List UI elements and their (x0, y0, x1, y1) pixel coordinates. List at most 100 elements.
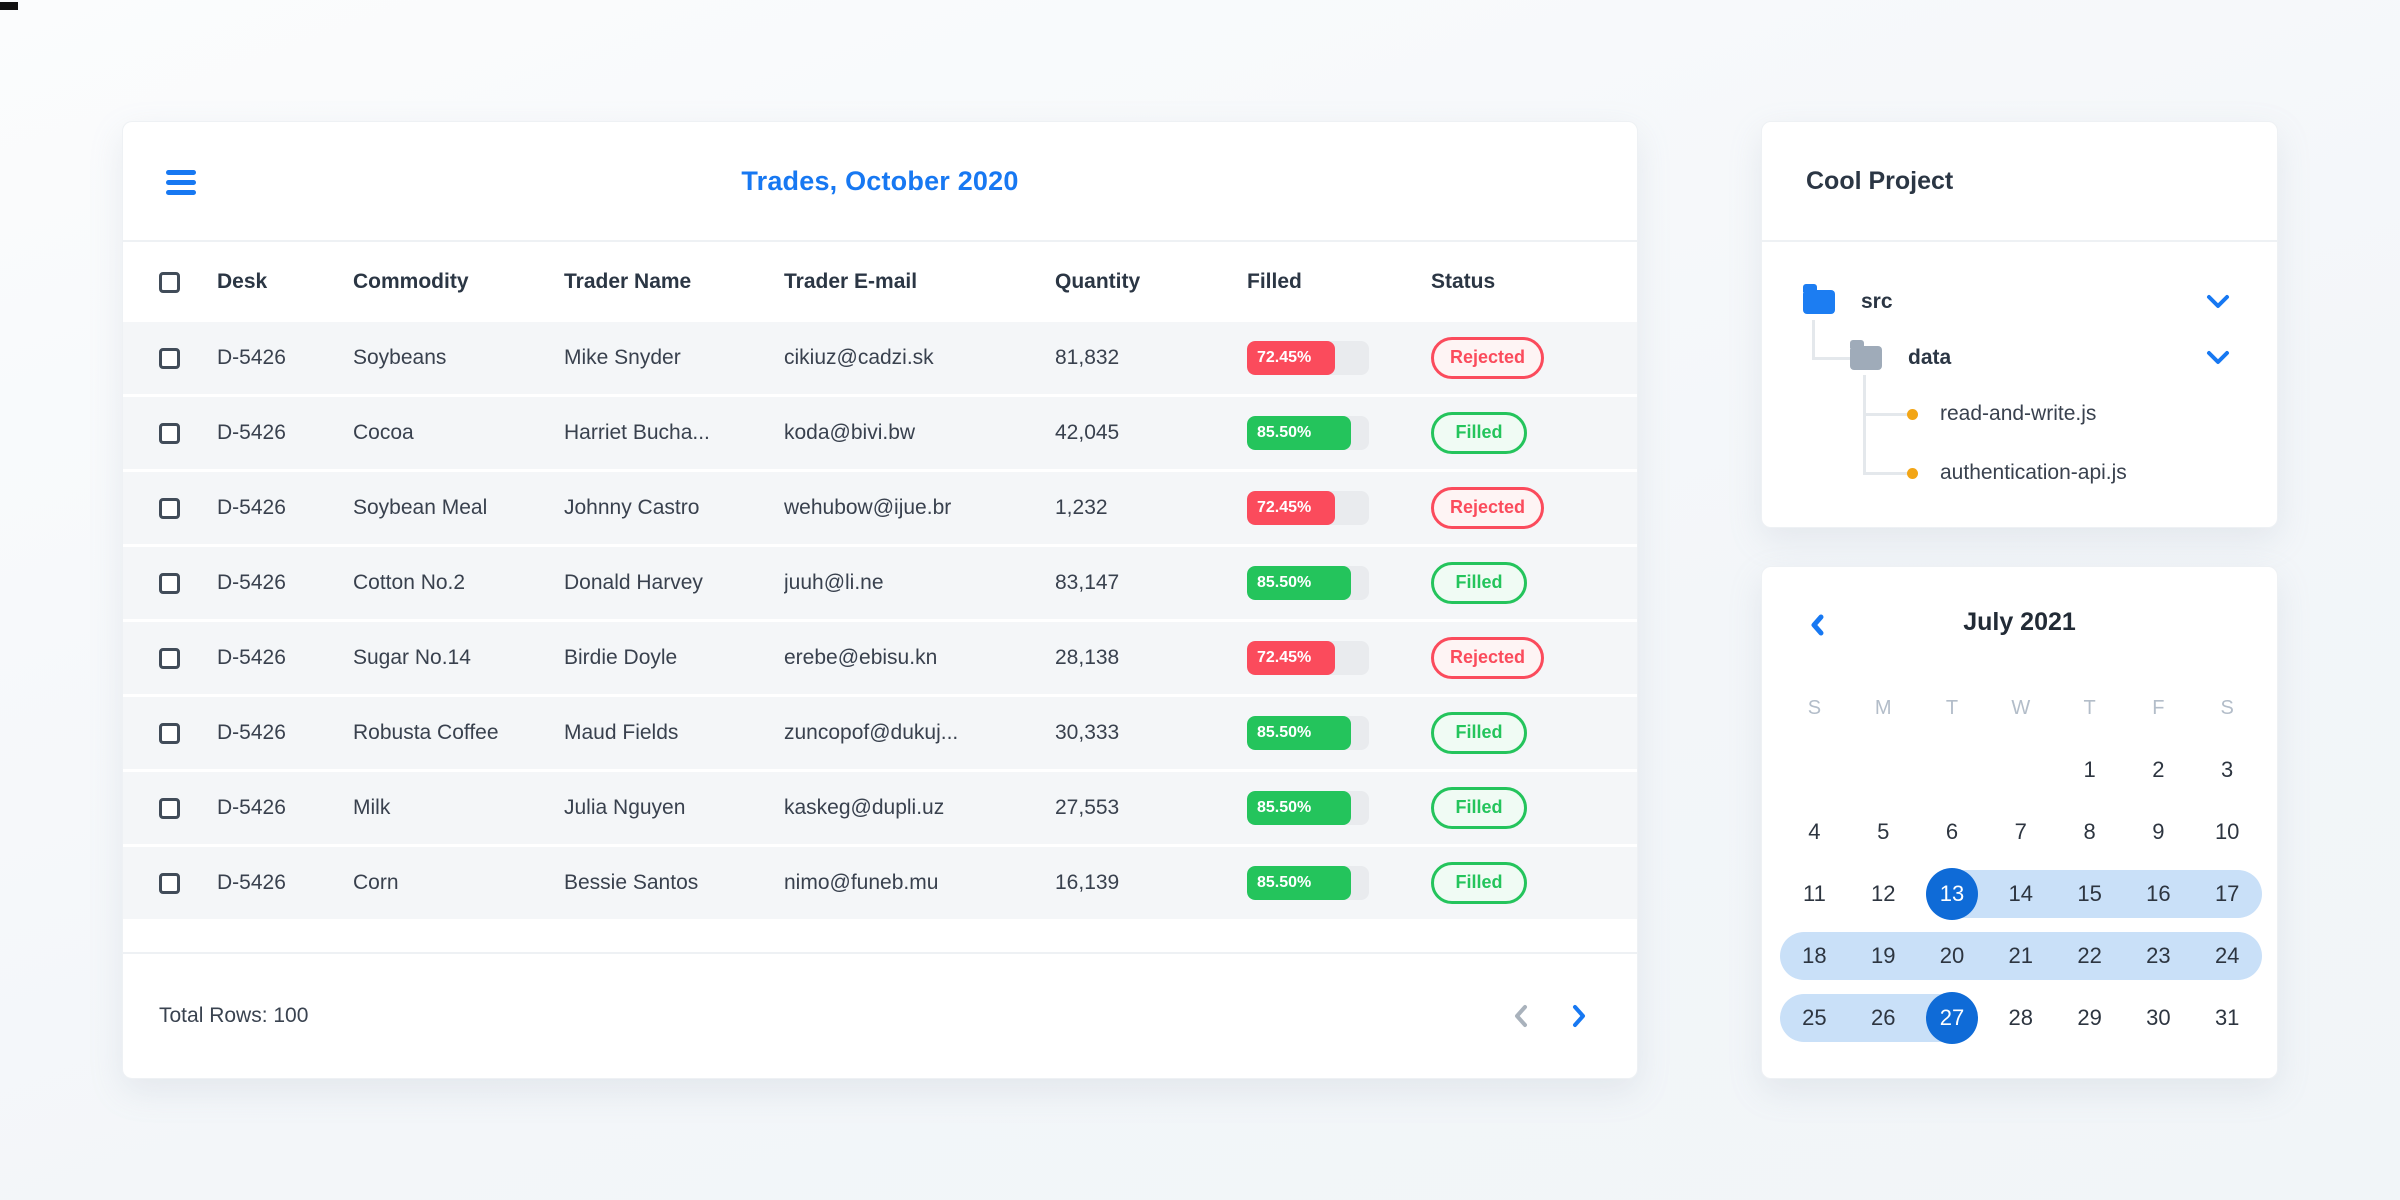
calendar-day-cell[interactable]: 9 (2124, 801, 2193, 863)
cell-commodity: Corn (353, 871, 399, 894)
calendar-day-cell[interactable]: 23 (2123, 925, 2193, 987)
calendar-day-cell[interactable]: 8 (2055, 801, 2124, 863)
cell-commodity: Sugar No.14 (353, 646, 471, 669)
cell-status: Filled (1431, 412, 1637, 454)
calendar-day-cell[interactable]: 24 (2192, 925, 2262, 987)
calendar-day-cell[interactable]: 19 (1848, 925, 1918, 987)
day-number: 13 (1939, 881, 1965, 906)
filled-progress-bar: 85.50% (1247, 566, 1369, 600)
calendar-day-cell[interactable]: 17 (2192, 863, 2262, 925)
calendar-day-cell[interactable]: 10 (2193, 801, 2262, 863)
cell-quantity: 83,147 (1055, 571, 1120, 594)
chevron-down-icon[interactable] (2206, 294, 2230, 310)
table-header-row: Desk Commodity Trader Name Trader E-mail… (123, 242, 1637, 322)
selected-range-band (2192, 932, 2262, 980)
table-row: D-5426 Cotton No.2 Donald Harvey juuh@li… (123, 547, 1637, 622)
cell-filled: 85.50% (1247, 416, 1431, 450)
calendar-day-cell[interactable]: 1 (2055, 739, 2124, 801)
row-checkbox[interactable] (159, 572, 180, 594)
table-footer: Total Rows: 100 (123, 952, 1637, 1078)
calendar-day-cell[interactable]: 14 (1986, 863, 2056, 925)
cell-trader-email: cikiuz@cadzi.sk (784, 346, 934, 369)
calendar-day-cell[interactable]: 15 (2055, 863, 2124, 925)
status-badge: Filled (1431, 787, 1527, 829)
folder-name: src (1861, 290, 1893, 313)
selected-range-band (2123, 932, 2193, 980)
calendar-day-cell[interactable]: 12 (1849, 863, 1918, 925)
day-number: 31 (2214, 1005, 2240, 1030)
trades-table-card: Trades, October 2020 Desk Commodity Trad… (122, 121, 1638, 1079)
calendar-day-cell[interactable]: 30 (2124, 987, 2193, 1049)
row-checkbox[interactable] (159, 722, 180, 744)
calendar-day-cell[interactable]: 18 (1780, 925, 1849, 987)
hamburger-menu-icon[interactable] (166, 166, 198, 198)
calendar-empty-cell (1780, 739, 1849, 801)
tree-item-file[interactable]: authentication-api.js (1907, 461, 2127, 485)
calendar-day-cell[interactable]: 16 (2123, 863, 2193, 925)
calendar-day-cell[interactable]: 13 (1918, 863, 1987, 925)
calendar-day-cell[interactable]: 6 (1918, 801, 1987, 863)
row-checkbox[interactable] (159, 497, 180, 519)
tree-item-data-folder[interactable]: data (1850, 340, 1951, 370)
day-number: 6 (1945, 819, 1959, 844)
calendar-day-cell[interactable]: 25 (1780, 987, 1849, 1049)
previous-page-button[interactable] (1507, 1002, 1535, 1030)
calendar-previous-month-button[interactable] (1804, 613, 1830, 639)
calendar-day-cell[interactable]: 2 (2124, 739, 2193, 801)
selected-range-band (1848, 932, 1918, 980)
row-checkbox[interactable] (159, 422, 180, 444)
row-checkbox[interactable] (159, 797, 180, 819)
calendar-day-cell[interactable]: 22 (2055, 925, 2124, 987)
row-checkbox[interactable] (159, 872, 180, 894)
weekday-label: T (1945, 696, 1959, 719)
calendar-day-cell[interactable]: 20 (1917, 925, 1987, 987)
calendar-day-cell[interactable]: 29 (2055, 987, 2124, 1049)
calendar-day-cell[interactable]: 26 (1848, 987, 1918, 1049)
calendar-day-cell[interactable]: 31 (2193, 987, 2262, 1049)
cell-desk: D-5426 (217, 871, 286, 894)
calendar-day-cell[interactable]: 4 (1780, 801, 1849, 863)
day-number: 25 (1802, 1005, 1827, 1030)
status-badge: Rejected (1431, 487, 1545, 529)
column-header-filled: Filled (1247, 270, 1302, 293)
cell-commodity: Milk (353, 796, 391, 819)
folder-icon (1850, 340, 1882, 370)
tree-item-file[interactable]: read-and-write.js (1907, 402, 2096, 426)
filled-progress-bar: 85.50% (1247, 716, 1369, 750)
chevron-down-icon[interactable] (2206, 350, 2230, 366)
cell-status: Rejected (1431, 637, 1637, 679)
total-rows-label: Total Rows: 100 (159, 1004, 309, 1027)
tree-item-src-folder[interactable]: src (1803, 284, 1893, 314)
file-name: read-and-write.js (1940, 402, 2097, 425)
column-header-trader-name: Trader Name (564, 270, 692, 293)
calendar-day-cell[interactable]: 11 (1780, 863, 1849, 925)
row-checkbox[interactable] (159, 647, 180, 669)
cell-quantity: 1,232 (1055, 496, 1108, 519)
calendar-day-cell[interactable]: 5 (1849, 801, 1918, 863)
file-dot-icon (1907, 467, 1918, 479)
calendar-day-cell[interactable]: 7 (1986, 801, 2055, 863)
cell-commodity: Robusta Coffee (353, 721, 499, 744)
calendar-day-cell[interactable]: 3 (2193, 739, 2262, 801)
calendar-day-cell[interactable]: 21 (1986, 925, 2056, 987)
tree-guide-line (1863, 472, 1907, 475)
row-checkbox[interactable] (159, 347, 180, 369)
day-number: 7 (2014, 819, 2027, 844)
next-page-button[interactable] (1565, 1002, 1593, 1030)
filled-progress-value: 72.45% (1247, 491, 1336, 525)
cell-trader-name: Maud Fields (564, 721, 679, 744)
select-all-checkbox[interactable] (159, 271, 180, 293)
day-number: 24 (2214, 943, 2240, 968)
selected-range-band (1986, 932, 2056, 980)
tree-guide-line (1863, 413, 1907, 416)
calendar-day-cell[interactable]: 28 (1986, 987, 2055, 1049)
weekday-label: W (2011, 696, 2031, 719)
cell-trader-name: Donald Harvey (564, 571, 703, 594)
selected-range-band (1848, 994, 1918, 1042)
cell-trader-email: erebe@ebisu.kn (784, 646, 938, 669)
day-number: 3 (2221, 757, 2234, 782)
status-badge: Filled (1431, 862, 1527, 904)
cell-trader-name: Julia Nguyen (564, 796, 686, 819)
calendar-day-cell[interactable]: 27 (1917, 987, 1987, 1049)
day-number: 1 (2083, 757, 2096, 782)
